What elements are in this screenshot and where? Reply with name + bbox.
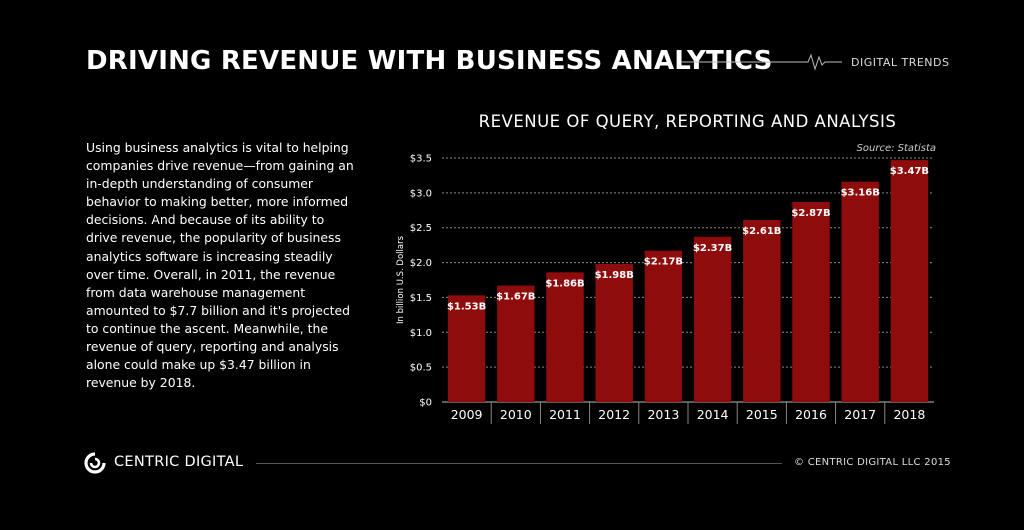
x-tick-label: 2017: [844, 407, 876, 422]
y-tick-label: $1.0: [410, 328, 432, 339]
x-tick-label: 2011: [549, 407, 581, 422]
chart-source: Source: Statista: [856, 143, 936, 154]
data-label: $1.98B: [595, 270, 634, 281]
x-tick-label: 2012: [598, 407, 630, 422]
bar-chart: $0 $0.5 $1.0 $1.5 $2.0 $2.5 $3.0 $3.5 In billion…: [396, 154, 934, 424]
bar-2010: [497, 285, 535, 402]
data-label: $2.87B: [791, 208, 830, 219]
body-paragraph: Using business analytics is vital to hel…: [86, 140, 354, 391]
y-tick-label: $0: [419, 398, 432, 409]
x-tick-label: 2010: [500, 407, 532, 422]
pulse-line-icon: [682, 53, 842, 71]
y-axis-label: In billion U.S. Dollars: [396, 235, 406, 324]
centric-digital-logo-icon: [84, 452, 106, 474]
page-title: DRIVING REVENUE WITH BUSINESS ANALYTICS: [86, 46, 773, 76]
footer-divider: [256, 463, 782, 464]
x-tick-label: 2016: [795, 407, 827, 422]
bar-2011: [546, 272, 584, 402]
data-label: $3.16B: [841, 188, 880, 199]
bar-2015: [743, 220, 781, 402]
brand-name: CENTRIC DIGITAL: [114, 454, 244, 470]
data-label: $2.61B: [742, 226, 781, 237]
chart-title: REVENUE OF QUERY, REPORTING AND ANALYSIS: [478, 112, 897, 131]
data-label: $2.17B: [644, 257, 683, 268]
y-tick-label: $2.5: [410, 223, 432, 234]
x-tick-label: 2009: [451, 407, 483, 422]
bar-2017: [841, 181, 879, 402]
x-tick-label: 2018: [893, 407, 925, 422]
bar-2014: [693, 236, 732, 402]
bar-2012: [595, 263, 633, 402]
data-label: $1.53B: [447, 301, 486, 312]
y-tick-label: $2.0: [410, 258, 432, 269]
data-label: $2.37B: [693, 243, 732, 254]
section-tag: DIGITAL TRENDS: [851, 56, 950, 69]
copyright: © CENTRIC DIGITAL LLC 2015: [794, 457, 951, 468]
bar-2016: [792, 201, 830, 402]
x-tick-label: 2013: [647, 407, 679, 422]
y-tick-label: $0.5: [410, 363, 432, 374]
bar-2009: [447, 295, 486, 402]
bar-2013: [644, 250, 683, 402]
bar-2018: [890, 160, 929, 402]
y-tick-label: $3.0: [410, 188, 432, 199]
y-tick-label: $3.5: [410, 154, 432, 165]
x-tick-label: 2014: [697, 407, 729, 422]
data-label: $1.67B: [496, 292, 535, 303]
x-tick-label: 2015: [746, 407, 778, 422]
y-tick-label: $1.5: [410, 293, 432, 304]
data-label: $1.86B: [545, 278, 584, 289]
data-label: $3.47B: [890, 166, 929, 177]
